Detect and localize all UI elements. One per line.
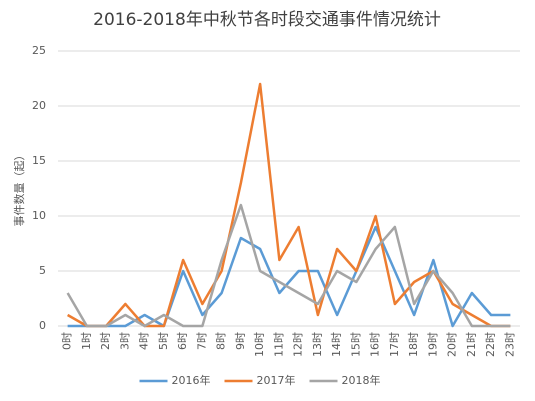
x-tick-label: 22时: [484, 332, 497, 357]
legend-label: 2017年: [257, 373, 296, 387]
x-tick-label: 7时: [195, 332, 208, 350]
y-tick-label: 10: [32, 209, 46, 222]
x-tick-label: 20时: [446, 332, 459, 357]
series-line: [66, 203, 511, 328]
series-line: [67, 225, 511, 328]
y-tick-label: 20: [32, 99, 46, 112]
legend-label: 2018年: [342, 373, 381, 387]
y-tick-label: 0: [39, 319, 46, 332]
x-tick-label: 8时: [215, 332, 228, 350]
x-tick-label: 2时: [99, 332, 112, 350]
x-tick-label: 16时: [369, 332, 382, 357]
x-tick-label: 14时: [330, 332, 343, 357]
x-tick-label: 6时: [176, 332, 189, 350]
x-tick-label: 18时: [407, 332, 420, 357]
x-tick-label: 9时: [234, 332, 247, 350]
legend-label: 2016年: [172, 373, 211, 387]
x-tick-label: 19时: [426, 332, 439, 357]
x-tick-label: 11时: [272, 332, 285, 357]
x-tick-label: 4时: [138, 332, 151, 350]
x-tick-label: 12时: [292, 332, 305, 357]
x-tick-label: 23时: [503, 332, 516, 357]
y-axis-label: 事件数量（起）: [13, 150, 26, 227]
y-tick-label: 25: [32, 44, 46, 57]
x-tick-label: 15时: [349, 332, 362, 357]
chart-title: 2016-2018年中秋节各时段交通事件情况统计: [93, 10, 441, 30]
x-tick-label: 13时: [311, 332, 324, 357]
y-tick-label: 5: [39, 264, 46, 277]
x-tick-label: 5时: [157, 332, 170, 350]
x-tick-label: 21时: [465, 332, 478, 357]
x-tick-label: 0时: [61, 332, 74, 350]
x-tick-label: 1时: [80, 332, 93, 350]
x-tick-label: 17时: [388, 332, 401, 357]
x-tick-label: 10时: [253, 332, 266, 357]
y-tick-label: 15: [32, 154, 46, 167]
x-tick-label: 3时: [118, 332, 131, 350]
